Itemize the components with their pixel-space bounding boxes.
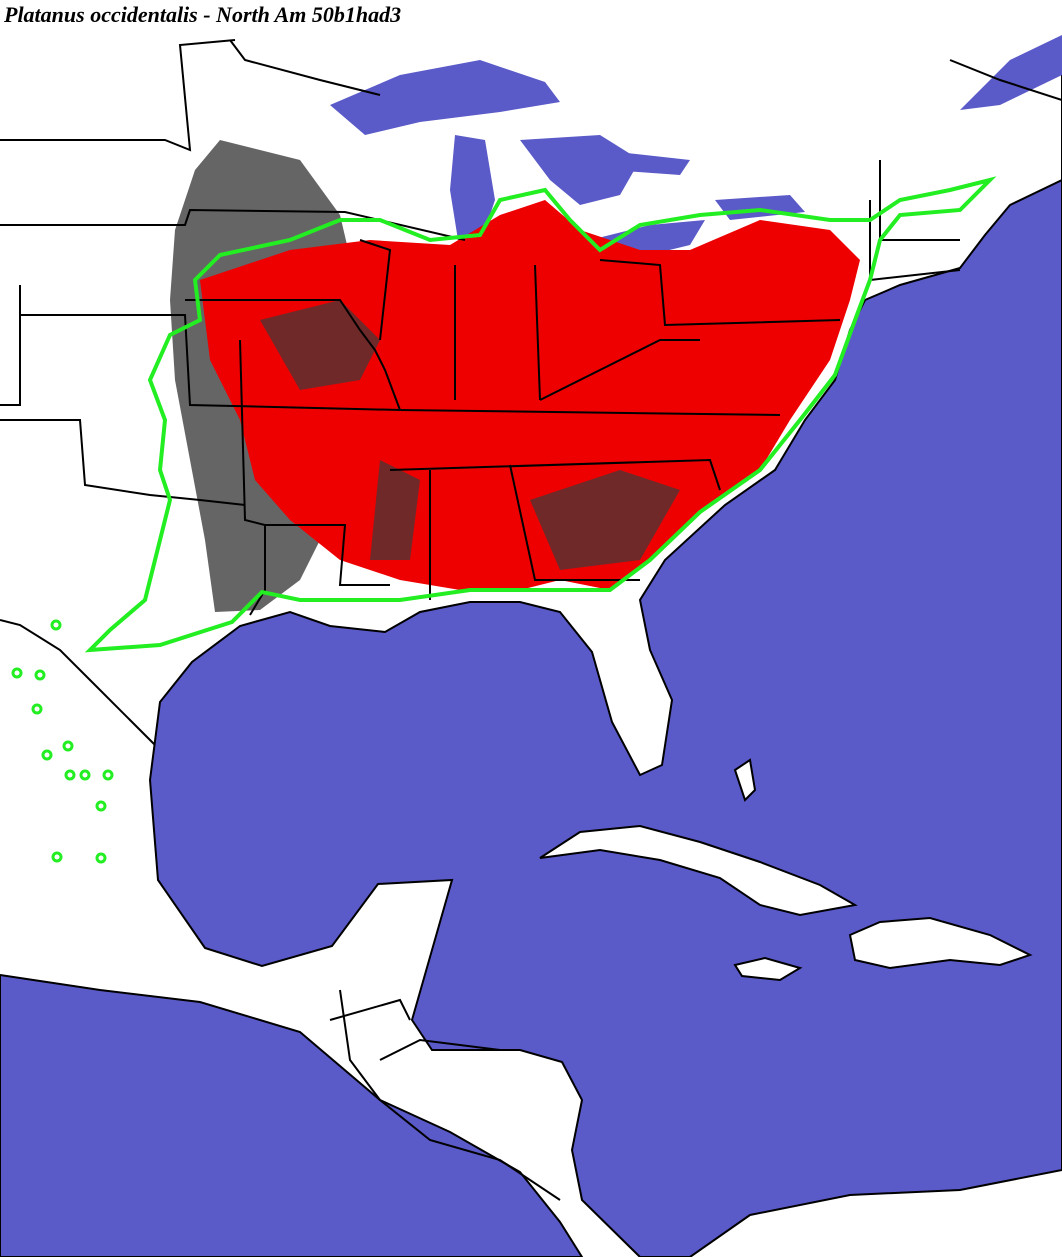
pacific-ocean bbox=[0, 973, 584, 1257]
range-outline bbox=[84, 176, 997, 653]
dark-patches bbox=[260, 300, 680, 570]
map-title: Platanus occidentalis - North Am 50b1had… bbox=[3, 2, 401, 27]
bay bbox=[960, 35, 1062, 110]
range-dots bbox=[11, 619, 114, 864]
islands bbox=[539, 758, 1033, 982]
red-area bbox=[200, 200, 860, 590]
ocean bbox=[148, 40, 1062, 1257]
